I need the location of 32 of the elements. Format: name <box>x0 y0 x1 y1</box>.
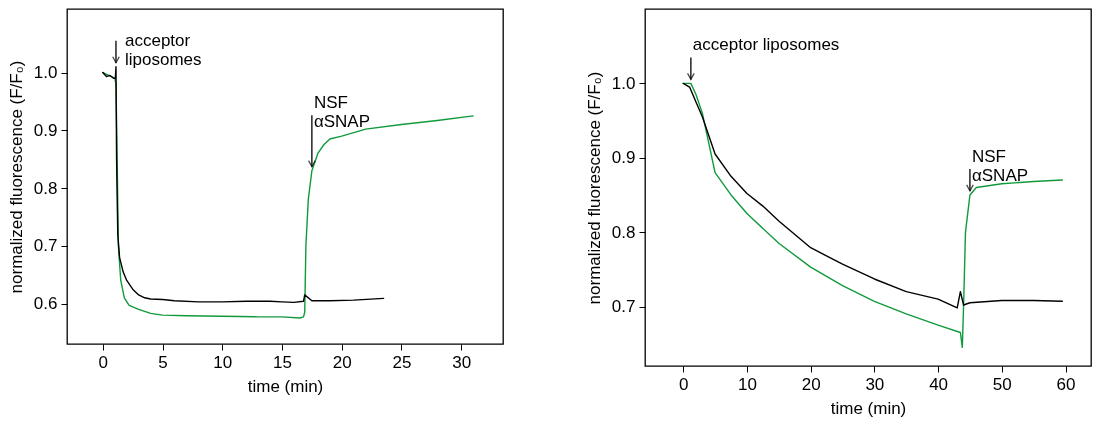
y-tick-label: 0.9 <box>611 148 636 168</box>
y-tick-label: 0.7 <box>33 236 58 256</box>
x-tick-label: 30 <box>452 352 472 372</box>
x-tick-label: 0 <box>678 374 689 394</box>
x-tick-label: 15 <box>273 352 292 372</box>
x-tick-label: 40 <box>929 374 949 394</box>
x-tick-label: 0 <box>98 352 109 372</box>
x-tick-label: 20 <box>332 352 352 372</box>
y-tick-label: 0.9 <box>33 120 58 140</box>
line-series <box>102 66 385 304</box>
y-tick-label: 0.8 <box>33 178 58 198</box>
x-tick-label: 60 <box>1056 374 1076 394</box>
annotation: NSF αSNAP <box>971 146 1029 185</box>
x-tick-label: 10 <box>737 374 757 394</box>
y-tick-label: 1.0 <box>33 63 58 83</box>
x-tick-label: 30 <box>865 374 885 394</box>
y-tick-label: 0.6 <box>33 294 58 314</box>
x-tick-label: 20 <box>801 374 821 394</box>
x-tick-label: 10 <box>213 352 233 372</box>
annotation: NSF αSNAP <box>313 93 370 132</box>
annotation: acceptor liposomes <box>124 30 202 69</box>
x-tick-label: 25 <box>392 352 412 372</box>
y-tick-label: 0.8 <box>611 222 636 242</box>
y-axis-title: normalized fluorescence (F/F₀) <box>6 60 26 294</box>
y-tick-label: 1.0 <box>611 73 636 93</box>
x-tick-label: 50 <box>992 374 1012 394</box>
x-axis-title: time (min) <box>247 376 324 396</box>
y-axis-title: normalized fluorescence (F/F₀) <box>584 71 604 305</box>
x-axis-title: time (min) <box>830 398 907 418</box>
x-tick-label: 5 <box>158 352 168 372</box>
y-tick-label: 0.7 <box>611 297 636 316</box>
annotation: acceptor liposomes <box>692 35 840 55</box>
